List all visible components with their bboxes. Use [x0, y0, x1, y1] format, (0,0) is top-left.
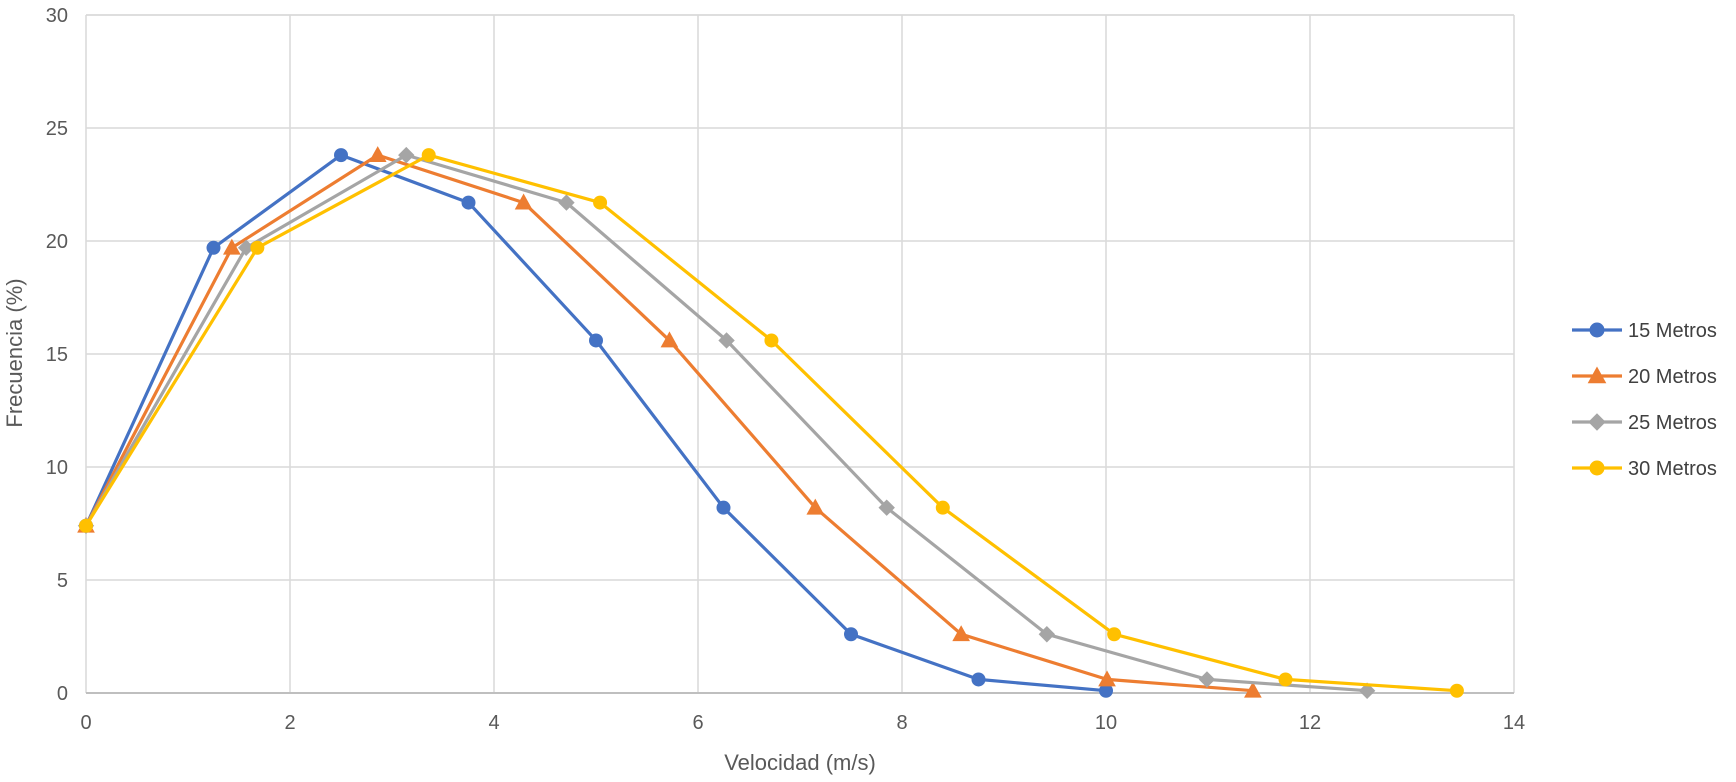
x-tick-label: 14	[1503, 712, 1525, 734]
series-lines	[77, 146, 1464, 699]
legend-item: 15 Metros	[1572, 320, 1717, 342]
series-25-metros	[77, 146, 1376, 699]
legend-marker	[1588, 413, 1606, 431]
data-point	[952, 625, 971, 642]
data-point	[398, 146, 415, 164]
data-point	[1107, 627, 1122, 642]
data-point	[1098, 670, 1116, 687]
legend-label: 25 Metros	[1628, 412, 1717, 434]
data-point	[589, 333, 603, 348]
data-point	[878, 499, 895, 516]
data-point	[806, 498, 825, 515]
x-tick-label: 10	[1095, 712, 1117, 734]
data-point	[716, 500, 731, 515]
grid	[85, 14, 1515, 693]
y-tick-label: 5	[57, 570, 68, 592]
data-point	[718, 332, 735, 349]
data-point	[971, 672, 986, 687]
legend-item: 30 Metros	[1572, 458, 1717, 480]
legend-marker	[1589, 322, 1605, 338]
data-point	[935, 500, 950, 515]
legend-label: 15 Metros	[1628, 320, 1717, 342]
y-tick-label: 0	[57, 683, 68, 705]
x-tick-label: 8	[896, 712, 907, 734]
series-line	[84, 153, 1254, 693]
series-line	[84, 153, 1458, 693]
data-point	[206, 240, 221, 255]
legend-marker	[1589, 460, 1605, 476]
data-point	[1038, 626, 1056, 643]
y-tick-label: 30	[46, 5, 68, 27]
data-point	[223, 238, 241, 255]
tick-labels: 0 5 10 15 20 25 30 0 2 4 6 8 10 12 14	[46, 5, 1525, 734]
data-point	[250, 240, 265, 255]
data-point	[334, 148, 348, 163]
series-15-metros	[79, 148, 1113, 698]
data-point	[844, 627, 858, 642]
data-point	[1198, 671, 1216, 688]
legend-label: 30 Metros	[1628, 458, 1717, 480]
data-point	[558, 194, 575, 211]
data-point	[1244, 681, 1262, 698]
x-tick-label: 12	[1299, 712, 1321, 734]
series-line	[84, 153, 1107, 693]
data-point	[421, 148, 436, 163]
data-point	[660, 331, 679, 348]
data-point	[593, 195, 608, 210]
y-tick-label: 25	[46, 118, 68, 140]
y-tick-label: 10	[46, 457, 68, 479]
data-point	[461, 195, 476, 210]
legend-item: 20 Metros	[1572, 366, 1717, 388]
data-point	[368, 146, 387, 163]
x-tick-label: 4	[488, 712, 499, 734]
legend-marker	[1587, 366, 1607, 384]
y-tick-label: 20	[46, 231, 68, 253]
x-axis-title: Velocidad (m/s)	[724, 750, 876, 775]
data-point	[764, 333, 779, 348]
series-20-metros	[77, 146, 1262, 698]
legend-item: 25 Metros	[1572, 412, 1717, 434]
series-30-metros	[79, 148, 1464, 698]
data-point	[79, 518, 93, 533]
data-point	[1278, 672, 1293, 687]
data-point	[1449, 683, 1464, 698]
data-point	[514, 193, 533, 210]
y-tick-label: 15	[46, 344, 68, 366]
x-tick-label: 2	[284, 712, 295, 734]
x-tick-label: 6	[692, 712, 703, 734]
x-tick-label: 0	[80, 712, 91, 734]
y-axis-title: Frecuencia (%)	[2, 278, 27, 427]
legend-label: 20 Metros	[1628, 366, 1717, 388]
data-point	[1358, 682, 1376, 699]
legend: 15 Metros 20 Metros 25 Metros 30 Metros	[1572, 320, 1717, 480]
